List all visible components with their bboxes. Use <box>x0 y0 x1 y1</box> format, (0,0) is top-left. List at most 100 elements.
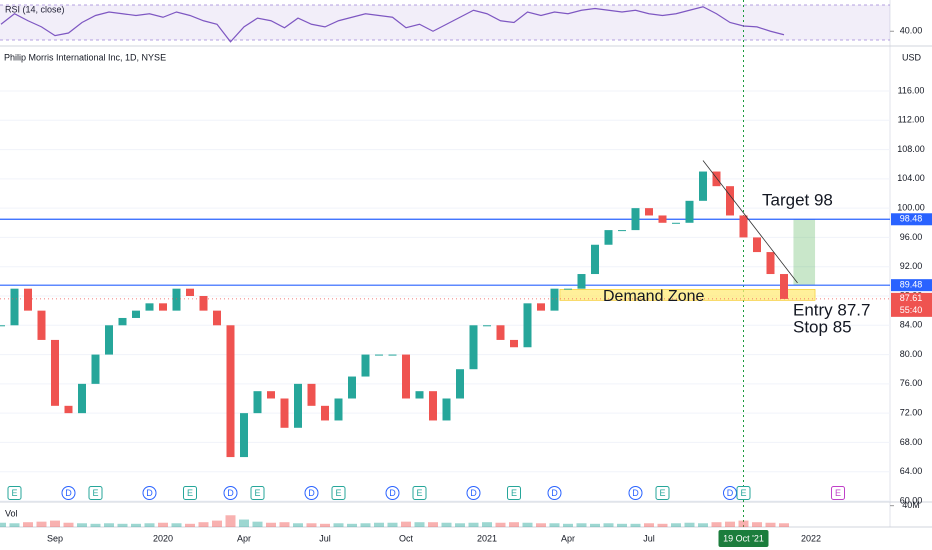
x-tick-label: 2022 <box>801 533 821 543</box>
annotation: Stop 85 <box>793 317 852 336</box>
candle <box>334 398 343 421</box>
y-tick-label: 64.00 <box>900 466 923 476</box>
volume-bar <box>23 522 33 527</box>
chart-title: Philip Morris International Inc, 1D, NYS… <box>4 52 166 62</box>
y-tick-label: 108.00 <box>897 144 925 154</box>
event-label: D <box>65 488 72 498</box>
level-label-box <box>891 213 932 226</box>
candle <box>172 288 181 311</box>
earnings-marker <box>250 486 265 500</box>
candle <box>0 325 5 327</box>
event-label: E <box>92 488 98 498</box>
candle <box>496 325 505 340</box>
candle <box>132 310 140 318</box>
y-tick-label: 72.00 <box>900 408 923 418</box>
volume-bar <box>36 521 47 527</box>
volume-bar <box>347 523 357 527</box>
rsi-band <box>0 4 890 41</box>
candle <box>321 405 329 421</box>
dividend-marker <box>547 486 562 500</box>
candle <box>442 398 451 421</box>
event-label: D <box>470 488 477 498</box>
earnings-marker <box>507 486 521 500</box>
level-label: 98.48 <box>900 214 923 224</box>
volume-bar <box>63 522 74 527</box>
volume-bar <box>576 523 587 527</box>
dividend-marker <box>61 486 76 500</box>
volume-bar <box>657 523 668 527</box>
volume-bar <box>738 520 749 527</box>
volume-bar <box>617 523 627 527</box>
volume-bar <box>603 523 614 527</box>
event-label: E <box>511 488 517 498</box>
volume-tick-label: 40M <box>902 500 920 510</box>
earnings-marker <box>412 486 427 500</box>
candle <box>253 391 262 414</box>
earnings-marker <box>655 486 670 500</box>
candle <box>294 383 302 428</box>
y-tick-label: 92.00 <box>900 261 923 271</box>
candle <box>780 274 788 299</box>
volume-bar <box>414 522 425 527</box>
event-label: D <box>632 488 639 498</box>
volume-bar <box>563 523 573 527</box>
earnings-marker <box>831 486 845 500</box>
x-tick-label: Oct <box>399 533 414 543</box>
candle <box>591 244 599 275</box>
volume-bar <box>171 523 182 527</box>
volume-bar <box>77 523 87 527</box>
candle <box>672 222 680 224</box>
y-tick-label: 104.00 <box>897 173 925 183</box>
candle <box>469 325 478 370</box>
rsi-label: RSI (14, close) <box>5 4 65 14</box>
volume-bar <box>765 522 776 527</box>
x-tick-label: 2021 <box>477 533 497 543</box>
candle <box>145 303 154 311</box>
candle <box>186 288 194 296</box>
candle <box>105 325 113 355</box>
volume-bar <box>50 520 60 527</box>
candle <box>226 325 235 458</box>
level-label: 89.48 <box>900 280 923 290</box>
candle <box>118 317 127 326</box>
candle <box>240 413 248 458</box>
candle <box>24 288 32 311</box>
y-tick-label: 116.00 <box>898 85 925 95</box>
candle <box>213 310 221 326</box>
y-tick-label: 96.00 <box>900 232 923 242</box>
y-tick-label: 68.00 <box>900 437 923 447</box>
dividend-marker <box>304 486 319 500</box>
volume-bar <box>698 523 708 527</box>
annotation: Target 98 <box>762 190 833 209</box>
volume-bar <box>671 523 681 527</box>
target-box <box>793 219 816 286</box>
event-label: D <box>227 488 234 498</box>
volume-bar <box>455 523 465 527</box>
volume-bar <box>9 523 20 527</box>
volume-bar <box>590 523 600 527</box>
candle <box>645 208 653 216</box>
event-label: E <box>740 488 746 498</box>
event-label: E <box>254 488 260 498</box>
volume-bar <box>401 521 411 527</box>
candle <box>361 354 370 377</box>
dividend-marker <box>142 486 157 500</box>
candle <box>10 288 19 326</box>
event-label: E <box>335 488 341 498</box>
last-price-box <box>891 292 932 317</box>
candle <box>766 252 775 275</box>
volume-bar <box>360 523 371 527</box>
candle <box>402 354 410 399</box>
candle <box>483 325 491 327</box>
event-label: E <box>416 488 422 498</box>
candle <box>564 288 572 290</box>
candle <box>658 215 667 223</box>
demand-zone-label: Demand Zone <box>603 288 704 305</box>
candle <box>631 208 640 231</box>
candle <box>64 405 73 414</box>
candle <box>685 200 694 223</box>
countdown-label: 55:40 <box>900 305 923 315</box>
volume-bar <box>725 521 735 527</box>
volume-bar <box>333 523 344 527</box>
demand-zone <box>559 289 816 301</box>
